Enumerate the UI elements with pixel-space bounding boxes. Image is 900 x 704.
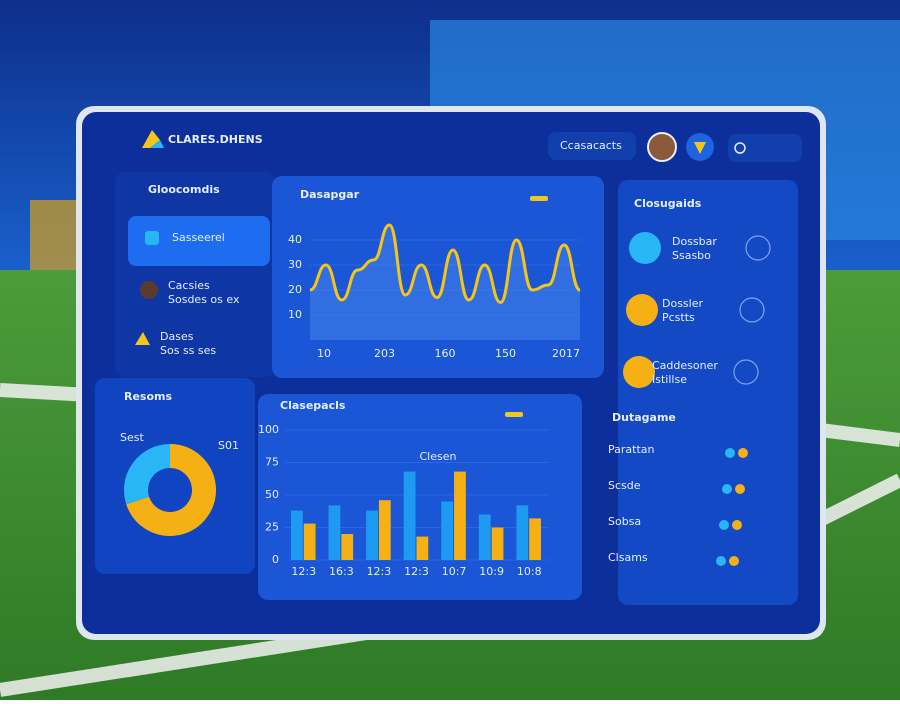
y-tick-label: 75 bbox=[265, 456, 279, 469]
sidebar-item[interactable]: Dases bbox=[160, 330, 194, 343]
donut-segment bbox=[124, 444, 171, 505]
toggle-dot bbox=[735, 484, 745, 494]
field-line bbox=[0, 383, 900, 697]
status-pill[interactable] bbox=[728, 134, 802, 162]
list-row[interactable]: Scsde bbox=[608, 479, 641, 492]
status-icon bbox=[734, 142, 746, 154]
search-box[interactable] bbox=[548, 132, 636, 160]
x-tick-label: 160 bbox=[435, 347, 456, 360]
bar bbox=[378, 500, 391, 560]
donut-segment bbox=[126, 444, 216, 536]
legend-swatch bbox=[505, 412, 523, 417]
donut-panel bbox=[95, 378, 255, 574]
line-panel bbox=[272, 176, 604, 378]
x-tick-label: 10:8 bbox=[517, 565, 542, 578]
contact-action[interactable] bbox=[733, 359, 759, 385]
x-tick-label: 10 bbox=[317, 347, 331, 360]
right-panel bbox=[618, 180, 798, 605]
contact-name[interactable]: Dossbar bbox=[672, 235, 717, 248]
bar bbox=[303, 523, 316, 560]
sidebar-icon bbox=[145, 231, 159, 245]
list-row[interactable]: Sobsa bbox=[608, 515, 641, 528]
avatar[interactable] bbox=[647, 132, 677, 162]
list-row[interactable]: Clsams bbox=[608, 551, 648, 564]
y-tick-label: 20 bbox=[288, 283, 302, 296]
sidebar-title: Gloocomdis bbox=[148, 183, 220, 196]
bar bbox=[403, 471, 416, 560]
brand-logo bbox=[142, 130, 160, 148]
sidebar-item-active[interactable] bbox=[128, 216, 270, 266]
contact-icon bbox=[623, 356, 655, 388]
toggle-dot bbox=[725, 448, 735, 458]
contact-name[interactable]: Dossler bbox=[662, 297, 703, 310]
y-tick-label: 100 bbox=[258, 423, 279, 436]
x-tick-label: 12:3 bbox=[404, 565, 429, 578]
list-row[interactable]: Parattan bbox=[608, 443, 655, 456]
sidebar-subtext: Sos ss ses bbox=[160, 344, 216, 357]
toggle-dot bbox=[716, 556, 726, 566]
y-tick-label: 10 bbox=[288, 308, 302, 321]
contact-icon bbox=[629, 232, 661, 264]
list-title: Dutagame bbox=[612, 411, 676, 424]
y-tick-label: 0 bbox=[272, 553, 279, 566]
brand-logo bbox=[150, 140, 164, 148]
bar bbox=[441, 501, 454, 560]
contacts-title: Closugaids bbox=[634, 197, 702, 210]
toggle-dot bbox=[719, 520, 729, 530]
x-tick-label: 2017 bbox=[552, 347, 580, 360]
contact-action[interactable] bbox=[739, 297, 765, 323]
x-tick-label: 150 bbox=[495, 347, 516, 360]
legend-swatch bbox=[530, 196, 548, 201]
bar-subtitle: Clesen bbox=[420, 450, 457, 463]
contact-icon bbox=[626, 294, 658, 326]
search-text: Ccasacacts bbox=[560, 139, 622, 152]
sidebar-icon bbox=[135, 332, 150, 345]
sidebar-subtext: Sosdes os ex bbox=[168, 293, 240, 306]
toggle-dot bbox=[722, 484, 732, 494]
contact-name[interactable]: Caddesoner bbox=[652, 359, 718, 372]
sidebar-item[interactable]: Sasseerel bbox=[172, 231, 225, 244]
x-tick-label: 10:9 bbox=[479, 565, 504, 578]
x-tick-label: 10:7 bbox=[442, 565, 467, 578]
donut-title: Resoms bbox=[124, 390, 172, 403]
bar-title: Clasepacls bbox=[280, 399, 346, 412]
bar bbox=[366, 510, 378, 560]
line-series bbox=[309, 223, 581, 305]
bar bbox=[328, 505, 341, 560]
bar bbox=[416, 536, 429, 560]
y-tick-label: 30 bbox=[288, 258, 302, 271]
donut-label: Sest bbox=[120, 431, 144, 444]
bar bbox=[454, 471, 466, 560]
bar bbox=[491, 527, 504, 560]
x-tick-label: 12:3 bbox=[291, 565, 316, 578]
menu-icon bbox=[694, 142, 706, 154]
toggle-dot bbox=[738, 448, 748, 458]
y-tick-label: 40 bbox=[288, 233, 302, 246]
contact-sub: Istillse bbox=[652, 373, 687, 386]
bar bbox=[341, 534, 354, 560]
toggle-dot bbox=[729, 556, 739, 566]
x-tick-label: 16:3 bbox=[329, 565, 354, 578]
contact-action[interactable] bbox=[745, 235, 771, 261]
y-tick-label: 25 bbox=[265, 521, 279, 534]
brand: CLARES.DHENS bbox=[168, 133, 263, 146]
donut-label: S01 bbox=[218, 439, 239, 452]
y-tick-label: 50 bbox=[265, 488, 279, 501]
sidebar-item[interactable]: Cacsies bbox=[168, 279, 210, 292]
bar bbox=[291, 510, 303, 560]
bar bbox=[478, 514, 491, 560]
sidebar-avatar bbox=[140, 281, 158, 299]
contact-sub: Pcstts bbox=[662, 311, 695, 324]
line-title: Dasapgar bbox=[300, 188, 360, 201]
toggle-dot bbox=[732, 520, 742, 530]
contact-sub: Ssasbo bbox=[672, 249, 711, 262]
x-tick-label: 12:3 bbox=[367, 565, 392, 578]
bar bbox=[529, 518, 541, 560]
bar bbox=[516, 505, 529, 560]
x-tick-label: 203 bbox=[374, 347, 395, 360]
